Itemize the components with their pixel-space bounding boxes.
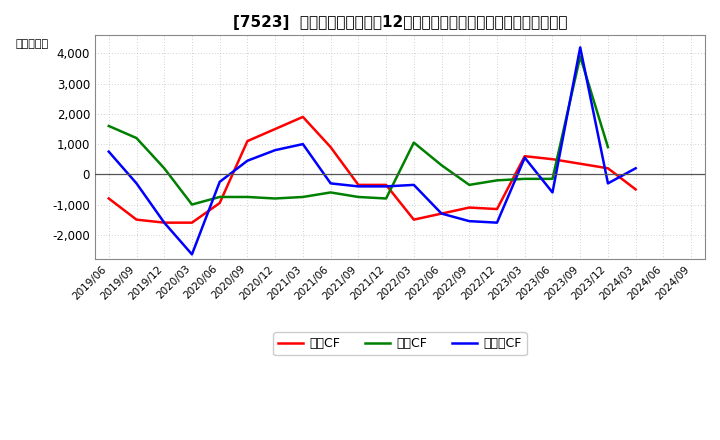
フリーCF [410, 182, 418, 187]
投賄CF [382, 196, 390, 201]
投賄CF [576, 54, 585, 59]
投賄CF [326, 190, 335, 195]
営業CF [631, 187, 640, 192]
Line: 投賄CF: 投賄CF [109, 56, 608, 205]
営業CF [465, 205, 474, 210]
フリーCF [215, 179, 224, 184]
Title: [7523]  キャッシュフローの12か月移動合計の対前年同期増減額の推移: [7523] キャッシュフローの12か月移動合計の対前年同期増減額の推移 [233, 15, 567, 30]
フリーCF [631, 165, 640, 171]
フリーCF [521, 155, 529, 160]
営業CF [188, 220, 197, 225]
営業CF [354, 182, 363, 187]
営業CF [132, 217, 141, 222]
Y-axis label: （百万円）: （百万円） [15, 39, 48, 49]
投賄CF [104, 123, 113, 128]
Legend: 営業CF, 投賄CF, フリーCF: 営業CF, 投賄CF, フリーCF [273, 332, 527, 355]
営業CF [603, 165, 612, 171]
営業CF [160, 220, 168, 225]
投賄CF [603, 144, 612, 150]
フリーCF [382, 184, 390, 189]
フリーCF [271, 147, 279, 153]
フリーCF [326, 181, 335, 186]
営業CF [299, 114, 307, 120]
フリーCF [160, 220, 168, 225]
フリーCF [299, 142, 307, 147]
営業CF [576, 161, 585, 166]
フリーCF [437, 211, 446, 216]
営業CF [410, 217, 418, 222]
Line: フリーCF: フリーCF [109, 48, 636, 254]
投賄CF [437, 163, 446, 168]
フリーCF [243, 158, 252, 163]
営業CF [437, 211, 446, 216]
投賄CF [548, 176, 557, 181]
フリーCF [548, 190, 557, 195]
フリーCF [354, 184, 363, 189]
営業CF [215, 200, 224, 205]
投賄CF [465, 182, 474, 187]
営業CF [382, 182, 390, 187]
フリーCF [492, 220, 501, 225]
投賄CF [160, 165, 168, 171]
投賄CF [132, 136, 141, 141]
営業CF [104, 196, 113, 201]
営業CF [521, 154, 529, 159]
フリーCF [188, 252, 197, 257]
フリーCF [576, 45, 585, 50]
フリーCF [603, 181, 612, 186]
投賄CF [188, 202, 197, 207]
フリーCF [465, 219, 474, 224]
Line: 営業CF: 営業CF [109, 117, 636, 223]
投賄CF [354, 194, 363, 200]
営業CF [243, 139, 252, 144]
営業CF [492, 206, 501, 212]
投賄CF [521, 176, 529, 181]
フリーCF [132, 181, 141, 186]
投賄CF [299, 194, 307, 200]
投賄CF [215, 194, 224, 200]
投賄CF [271, 196, 279, 201]
投賄CF [243, 194, 252, 200]
フリーCF [104, 149, 113, 154]
投賄CF [410, 140, 418, 145]
営業CF [271, 126, 279, 132]
投賄CF [492, 178, 501, 183]
営業CF [326, 144, 335, 150]
営業CF [548, 157, 557, 162]
